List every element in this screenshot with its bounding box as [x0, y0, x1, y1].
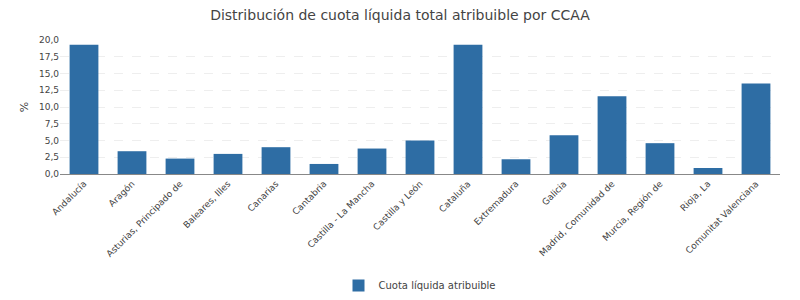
svg-text:Castilla y León: Castilla y León: [371, 179, 425, 233]
svg-text:15,0: 15,0: [39, 69, 59, 79]
svg-text:Distribución de cuota líquida: Distribución de cuota líquida total atri…: [210, 7, 590, 23]
svg-text:Cuota líquida atribuible: Cuota líquida atribuible: [379, 280, 496, 291]
svg-text:Rioja, La: Rioja, La: [678, 179, 712, 213]
svg-text:7,5: 7,5: [45, 119, 59, 129]
svg-text:Cataluña: Cataluña: [437, 179, 473, 215]
svg-text:0,0: 0,0: [45, 169, 60, 179]
svg-text:Baleares, Illes: Baleares, Illes: [181, 179, 233, 231]
svg-text:Castilla - La Mancha: Castilla - La Mancha: [305, 179, 376, 250]
svg-text:Aragón: Aragón: [107, 179, 137, 209]
svg-text:Comunitat Valenciana: Comunitat Valenciana: [684, 179, 761, 256]
svg-text:Murcia, Región de: Murcia, Región de: [601, 178, 665, 242]
svg-text:12,5: 12,5: [39, 85, 59, 95]
svg-text:20,0: 20,0: [39, 35, 59, 45]
svg-text:17,5: 17,5: [39, 52, 59, 62]
svg-text:2,5: 2,5: [45, 152, 59, 162]
svg-text:Cantabria: Cantabria: [290, 179, 328, 217]
svg-text:Madrid, Comunidad de: Madrid, Comunidad de: [537, 179, 617, 259]
svg-text:%: %: [18, 102, 31, 112]
svg-text:10,0: 10,0: [39, 102, 59, 112]
svg-text:Extremadura: Extremadura: [472, 179, 520, 227]
svg-text:5,0: 5,0: [45, 136, 60, 146]
svg-text:Asturias, Principado de: Asturias, Principado de: [104, 178, 185, 259]
svg-text:Galicia: Galicia: [540, 179, 569, 208]
svg-text:Andalucía: Andalucía: [50, 179, 88, 217]
svg-text:Canarias: Canarias: [246, 179, 281, 214]
